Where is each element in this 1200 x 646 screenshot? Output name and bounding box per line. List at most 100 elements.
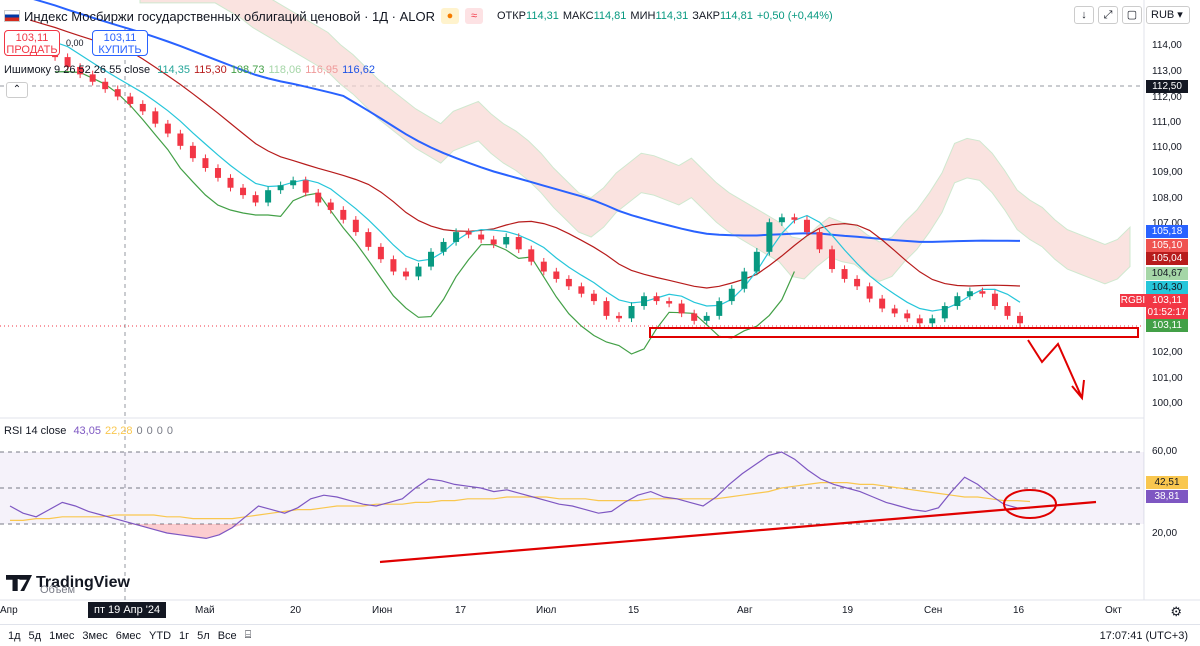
candle-body bbox=[841, 269, 848, 279]
down-arrow-icon[interactable]: ↓ bbox=[1074, 6, 1094, 24]
ichimoku-legend[interactable]: Ишимоку 9 26 52 26 55 close 114,35 115,30… bbox=[4, 64, 379, 76]
date-cursor-label: пт 19 Апр '24 bbox=[88, 602, 167, 618]
time-tick: Окт bbox=[1105, 605, 1122, 616]
timeframe-button[interactable]: Все bbox=[217, 629, 237, 642]
candle-body bbox=[428, 251, 435, 267]
time-tick: Май bbox=[195, 605, 215, 616]
price-label: 103,11 bbox=[1146, 294, 1188, 307]
price-tick: 107,00 bbox=[1152, 218, 1183, 229]
price-tick: 113,00 bbox=[1152, 66, 1182, 77]
candle-body bbox=[365, 232, 372, 247]
price-tick: 114,00 bbox=[1152, 40, 1182, 51]
candle-body bbox=[590, 293, 597, 302]
ohlc-value: +0,50 (+0,44%) bbox=[756, 10, 833, 22]
clock[interactable]: 17:07:41 (UTC+3) bbox=[1099, 629, 1188, 642]
candle-body bbox=[753, 251, 760, 272]
rsi-line bbox=[9, 451, 1031, 540]
candle-body bbox=[265, 190, 272, 203]
fullscreen-icon[interactable]: ▢ bbox=[1122, 6, 1142, 24]
candle-body bbox=[854, 278, 861, 287]
candle-body bbox=[177, 133, 184, 146]
symbol-title[interactable]: Индекс Мосбиржи государственных облигаци… bbox=[24, 8, 435, 24]
rsi-value: 0 bbox=[166, 425, 173, 437]
compare-icon[interactable]: ≈ bbox=[465, 8, 483, 24]
candle-body bbox=[954, 296, 961, 307]
candle-body bbox=[127, 96, 134, 104]
alert-icon[interactable]: ● bbox=[441, 8, 459, 24]
candle-body bbox=[503, 237, 510, 245]
rsi-legend[interactable]: RSI 14 close 43,05 22,28 0 0 0 0 bbox=[4, 425, 177, 437]
price-label: 104,30 bbox=[1146, 281, 1188, 294]
time-tick: 20 bbox=[290, 605, 302, 616]
sell-button[interactable]: 103,11 ПРОДАТЬ bbox=[4, 30, 60, 56]
candle-body bbox=[778, 217, 785, 223]
price-tick: 109,00 bbox=[1152, 167, 1183, 178]
timeframe-button[interactable]: 5д bbox=[28, 629, 42, 642]
time-tick: 17 bbox=[455, 605, 467, 616]
timeframe-button[interactable]: 1мес bbox=[49, 629, 75, 642]
tradingview-logo: TradingView bbox=[6, 574, 130, 592]
candle-body bbox=[290, 180, 297, 186]
candle-body bbox=[490, 239, 497, 245]
timeframe-button[interactable]: 1д bbox=[8, 629, 21, 642]
kijun-line bbox=[29, 19, 1021, 289]
price-tick: 110,00 bbox=[1152, 142, 1182, 153]
volume-label: Объем bbox=[40, 584, 76, 596]
rsi-value: 43,05 bbox=[73, 425, 101, 437]
ohlc-label: ЗАКР bbox=[692, 10, 720, 22]
candle-body bbox=[691, 313, 698, 321]
ichimoku-value: 116,95 bbox=[305, 64, 339, 76]
rsi-value: 22,28 bbox=[104, 425, 133, 437]
timeframe-button[interactable]: YTD bbox=[149, 629, 172, 642]
currency-select[interactable]: RUB ▾ bbox=[1146, 6, 1190, 24]
candle-body bbox=[803, 219, 810, 233]
candle-body bbox=[240, 187, 247, 196]
rsi-value: 0 bbox=[136, 425, 143, 437]
candle-body bbox=[553, 271, 560, 279]
calendar-icon[interactable]: ⌸ bbox=[244, 629, 252, 641]
candle-body bbox=[64, 57, 71, 67]
settings-gear-icon[interactable]: ⚙ bbox=[1170, 604, 1182, 619]
rsi-trendline bbox=[379, 500, 1097, 564]
price-tick: 111,00 bbox=[1152, 117, 1182, 128]
rsi-name: RSI 14 close bbox=[4, 425, 67, 437]
candle-body bbox=[653, 296, 660, 302]
candle-body bbox=[904, 313, 911, 319]
rsi-value-label: 38,81 bbox=[1146, 490, 1188, 503]
candle-body bbox=[879, 298, 886, 309]
collapse-indicators-button[interactable]: ⌃ bbox=[6, 82, 28, 98]
candle-body bbox=[89, 74, 96, 82]
window-controls: ↓ ⤢ ▢ bbox=[1074, 6, 1142, 24]
ohlc-value: 114,81 bbox=[720, 10, 753, 22]
time-tick: 15 bbox=[628, 605, 640, 616]
candle-body bbox=[214, 168, 221, 178]
timeframe-button[interactable]: 5л bbox=[197, 629, 210, 642]
buy-price: 103,11 bbox=[103, 32, 137, 44]
candle-body bbox=[202, 158, 209, 169]
candle-body bbox=[189, 145, 196, 159]
timeframe-button[interactable]: 1г bbox=[179, 629, 190, 642]
candle-body bbox=[415, 266, 422, 277]
candle-body bbox=[377, 246, 384, 260]
price-label: 105,18 bbox=[1146, 225, 1188, 238]
spread-value: 0,00 bbox=[66, 38, 84, 48]
candle-body bbox=[641, 296, 648, 307]
price-label: 01:52:17 bbox=[1146, 306, 1188, 319]
candle-body bbox=[979, 291, 986, 294]
maximize-icon[interactable]: ⤢ bbox=[1098, 6, 1118, 24]
candle-body bbox=[540, 261, 547, 272]
candle-body bbox=[966, 291, 973, 297]
candle-body bbox=[227, 177, 234, 188]
ichimoku-value: 118,06 bbox=[268, 64, 302, 76]
timeframe-button[interactable]: 6мес bbox=[115, 629, 142, 642]
candle-body bbox=[152, 111, 159, 124]
timeframe-button[interactable]: 3мес bbox=[82, 629, 108, 642]
russia-flag-icon bbox=[4, 10, 20, 22]
symbol-tag: RGBI bbox=[1120, 294, 1146, 307]
rsi-oversold-fill bbox=[10, 524, 1030, 539]
rsi-ma-line bbox=[10, 482, 1031, 521]
price-tick: 102,00 bbox=[1152, 347, 1183, 358]
buy-button[interactable]: 103,11 КУПИТЬ bbox=[92, 30, 148, 56]
candle-body bbox=[791, 217, 798, 220]
